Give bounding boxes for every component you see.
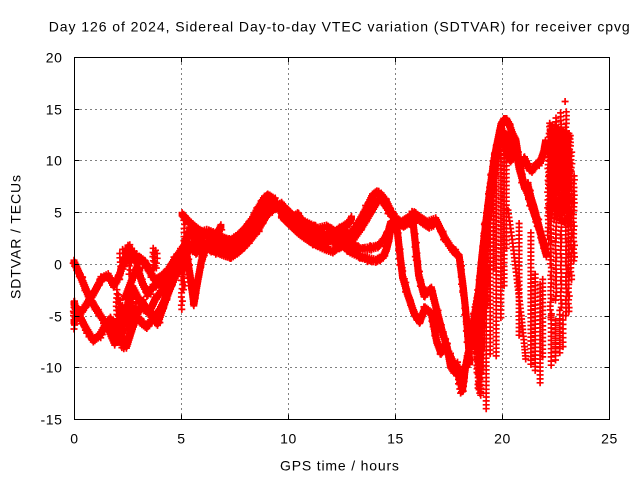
svg-text:20: 20 bbox=[494, 431, 511, 447]
svg-text:10: 10 bbox=[280, 431, 297, 447]
svg-text:Day 126 of 2024, Sidereal Day-: Day 126 of 2024, Sidereal Day-to-day VTE… bbox=[49, 19, 631, 35]
svg-text:15: 15 bbox=[46, 102, 63, 118]
svg-text:-10: -10 bbox=[40, 360, 62, 376]
svg-text:5: 5 bbox=[54, 205, 62, 221]
svg-text:20: 20 bbox=[46, 50, 63, 66]
svg-text:5: 5 bbox=[177, 431, 185, 447]
svg-text:-5: -5 bbox=[49, 309, 63, 325]
svg-text:10: 10 bbox=[46, 153, 63, 169]
svg-text:0: 0 bbox=[54, 257, 62, 273]
svg-text:25: 25 bbox=[601, 431, 618, 447]
svg-text:GPS time / hours: GPS time / hours bbox=[280, 457, 400, 473]
svg-text:0: 0 bbox=[70, 431, 78, 447]
svg-text:SDTVAR / TECUs: SDTVAR / TECUs bbox=[8, 174, 24, 299]
svg-text:-15: -15 bbox=[40, 412, 62, 428]
svg-text:15: 15 bbox=[387, 431, 404, 447]
